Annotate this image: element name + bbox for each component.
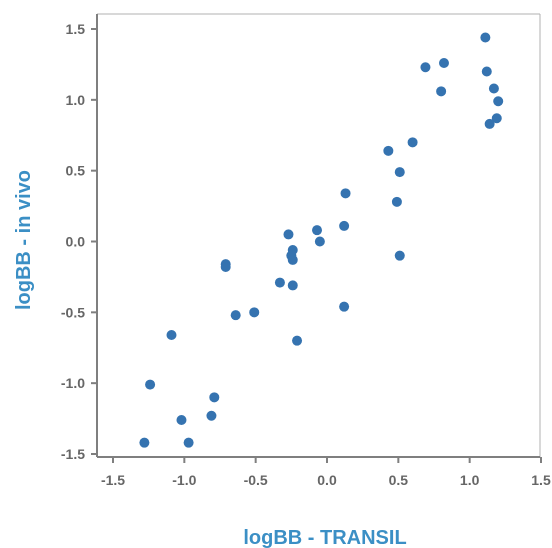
x-axis: -1.5 -1.0 -0.5 0.0 0.5 1.0 1.5 [97, 456, 551, 488]
x-tick-label: 1.5 [531, 472, 551, 488]
y-tick-label: -0.5 [61, 304, 85, 320]
y-tick-label: 0.5 [66, 163, 86, 179]
y-tick-label: 1.0 [66, 92, 86, 108]
data-point [206, 410, 217, 421]
x-tick-label: 1.0 [460, 472, 480, 488]
data-point [420, 62, 431, 73]
data-point [438, 58, 449, 68]
data-point [340, 188, 351, 199]
data-point [287, 280, 298, 291]
data-point [480, 32, 491, 43]
x-tick-label: -1.5 [101, 472, 125, 488]
x-tick-label: 0.0 [317, 472, 337, 488]
x-tick-label: 0.5 [389, 472, 409, 488]
data-point [394, 250, 405, 261]
data-points [139, 32, 504, 448]
data-point [407, 137, 418, 148]
data-point [145, 379, 156, 390]
data-point [484, 118, 495, 129]
data-point [383, 145, 394, 156]
x-tick-label: -0.5 [244, 472, 268, 488]
data-point [183, 437, 194, 448]
data-point [230, 310, 241, 321]
y-tick-label: -1.5 [61, 446, 85, 462]
data-point [166, 330, 177, 340]
data-point [209, 392, 220, 403]
data-point [312, 225, 323, 236]
data-point [287, 254, 298, 265]
data-point [249, 307, 260, 318]
data-point [391, 196, 402, 207]
data-point [491, 113, 502, 124]
x-tick-label: -1.0 [172, 472, 196, 488]
data-point [493, 96, 504, 107]
data-point [436, 86, 447, 97]
data-point [314, 236, 325, 247]
data-point [339, 301, 350, 312]
data-point [176, 415, 187, 425]
data-point [481, 66, 492, 77]
data-point [283, 229, 294, 240]
y-axis-title: logBB - in vivo [13, 170, 35, 310]
y-axis: -1.5 -1.0 -0.5 0.0 0.5 1.0 1.5 [61, 14, 98, 462]
data-point [274, 277, 285, 288]
y-tick-label: -1.0 [61, 375, 85, 391]
data-point [220, 262, 231, 272]
x-axis-title: logBB - TRANSIL [243, 527, 406, 548]
data-point [488, 83, 499, 94]
data-point [292, 335, 303, 346]
data-point [139, 437, 150, 448]
data-point [339, 220, 350, 231]
y-tick-label: 1.5 [66, 21, 86, 37]
plot-frame [97, 13, 541, 457]
data-point [394, 167, 405, 178]
y-tick-label: 0.0 [66, 234, 86, 250]
